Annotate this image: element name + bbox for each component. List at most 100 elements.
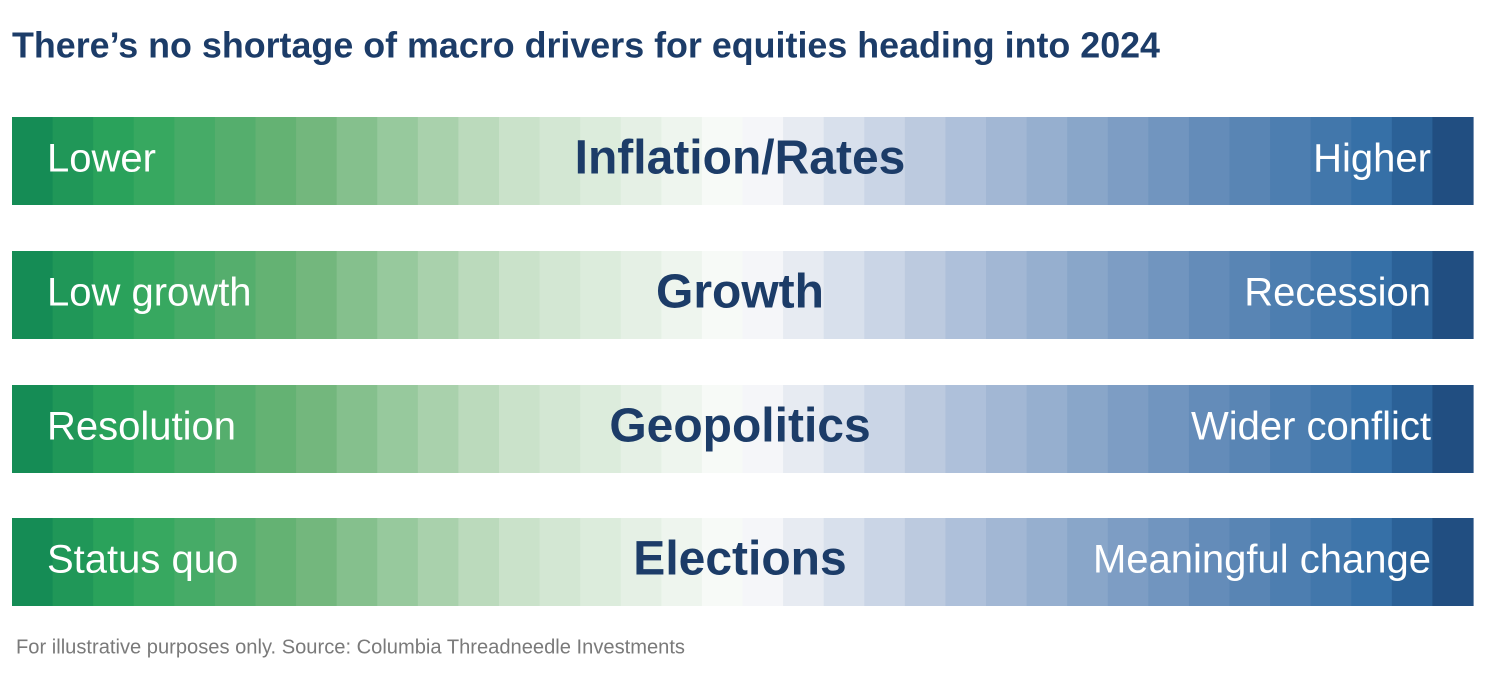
gradient-band: [255, 518, 297, 606]
gradient-band: [823, 251, 865, 339]
driver-row: Resolution Geopolitics Wider conflict: [12, 385, 1474, 473]
gradient-band: [904, 117, 947, 205]
driver-row: Lower Inflation/Rates Higher: [12, 117, 1474, 205]
gradient-band: [336, 385, 378, 473]
gradient-band: [296, 518, 338, 606]
gradient-band: [52, 385, 94, 473]
gradient-band: [945, 385, 987, 473]
gradient-band: [458, 251, 500, 339]
gradient-band: [701, 251, 744, 339]
gradient-band: [1432, 117, 1474, 205]
gradient-band: [783, 251, 825, 339]
gradient-band: [539, 518, 581, 606]
center-label: Growth: [656, 266, 824, 319]
gradient-band: [1188, 117, 1231, 205]
gradient-band: [1270, 117, 1312, 205]
gradient-band: [377, 385, 419, 473]
gradient-band: [93, 518, 135, 606]
gradient-band: [1270, 385, 1312, 473]
gradient-band: [499, 385, 541, 473]
gradient-band: [864, 251, 906, 339]
gradient-band: [93, 117, 135, 205]
gradient-band: [904, 385, 947, 473]
gradient-band: [1351, 117, 1393, 205]
gradient-band: [539, 385, 581, 473]
gradient-band: [986, 251, 1028, 339]
gradient-band: [904, 518, 947, 606]
gradient-band: [417, 385, 460, 473]
gradient-band: [1026, 518, 1068, 606]
gradient-band: [904, 251, 947, 339]
gradient-band: [174, 385, 216, 473]
gradient-band: [1310, 251, 1352, 339]
gradient-band: [580, 251, 622, 339]
gradient-band: [742, 251, 784, 339]
gradient-band: [296, 117, 338, 205]
gradient-band: [12, 251, 54, 339]
footnote: For illustrative purposes only. Source: …: [16, 636, 685, 658]
gradient-band: [417, 518, 460, 606]
gradient-band: [701, 385, 744, 473]
gradient-band: [255, 117, 297, 205]
gradient-band: [1310, 117, 1352, 205]
gradient-band: [1351, 251, 1393, 339]
gradient-band: [864, 117, 906, 205]
gradient-band: [12, 117, 54, 205]
rows: Lower Inflation/Rates Higher Low growth Grow…: [12, 117, 1474, 606]
gradient-band: [52, 117, 94, 205]
gradient-band: [499, 117, 541, 205]
gradient-band: [823, 117, 865, 205]
gradient-band: [1107, 117, 1149, 205]
gradient-band: [255, 385, 297, 473]
gradient-band: [1067, 251, 1109, 339]
gradient-band: [1351, 385, 1393, 473]
gradient-band: [214, 385, 257, 473]
gradient-band: [377, 251, 419, 339]
gradient-band: [214, 518, 257, 606]
gradient-band: [783, 117, 825, 205]
gradient-band: [12, 385, 54, 473]
gradient-band: [1229, 251, 1271, 339]
gradient-band: [174, 251, 216, 339]
gradient-band: [296, 385, 338, 473]
gradient-band: [1229, 518, 1271, 606]
gradient-band: [1432, 518, 1474, 606]
gradient-band: [742, 518, 784, 606]
left-label: Resolution: [47, 405, 236, 449]
left-label: Lower: [47, 137, 156, 181]
gradient-band: [823, 518, 865, 606]
gradient-band: [620, 251, 662, 339]
gradient-band: [620, 117, 662, 205]
driver-row: Status quo Elections Meaningful change: [12, 518, 1474, 606]
gradient-band: [1229, 385, 1271, 473]
gradient-band: [783, 518, 825, 606]
gradient-band: [1067, 385, 1109, 473]
gradient-band: [12, 518, 54, 606]
gradient-band: [701, 117, 744, 205]
gradient-band: [945, 518, 987, 606]
gradient-band: [1067, 117, 1109, 205]
gradient-band: [458, 385, 500, 473]
gradient-band: [1351, 518, 1393, 606]
left-label: Status quo: [47, 538, 238, 582]
gradient-band: [1107, 518, 1149, 606]
center-label: Inflation/Rates: [575, 132, 906, 185]
gradient-band: [986, 117, 1028, 205]
gradient-band: [52, 251, 94, 339]
gradient-band: [1432, 251, 1474, 339]
gradient-band: [499, 518, 541, 606]
gradient-band: [1270, 251, 1312, 339]
gradient-band: [1067, 518, 1109, 606]
gradient-band: [377, 117, 419, 205]
center-label: Geopolitics: [609, 400, 870, 453]
gradient-band: [783, 385, 825, 473]
gradient-band: [1229, 117, 1271, 205]
gradient-band: [945, 251, 987, 339]
gradient-band: [986, 385, 1028, 473]
gradient-band: [1270, 518, 1312, 606]
gradient-band: [458, 518, 500, 606]
gradient-band: [864, 518, 906, 606]
gradient-band: [336, 251, 378, 339]
